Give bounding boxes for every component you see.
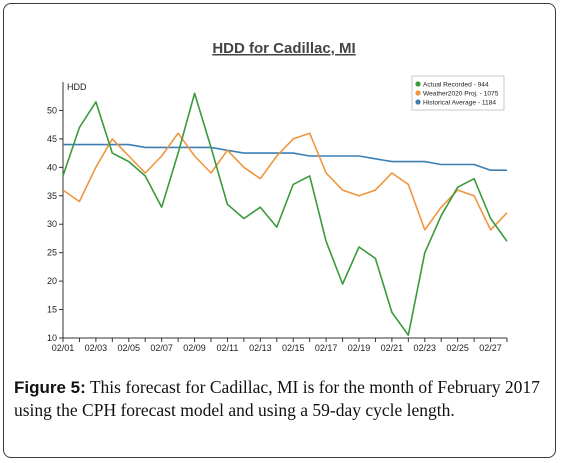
x-tick-label: 02/21: [381, 343, 404, 353]
y-tick-label: 35: [47, 191, 57, 201]
chart-series: [62, 92, 508, 337]
x-tick-label: 02/01: [52, 343, 75, 353]
legend-label: Weather2020 Proj. - 1075: [423, 91, 499, 98]
x-tick-label: 02/23: [414, 343, 437, 353]
y-tick-label: 30: [47, 219, 57, 229]
x-tick-label: 02/25: [446, 343, 469, 353]
legend-label: Actual Recorded - 944: [423, 82, 489, 89]
x-tick-label: 02/27: [479, 343, 502, 353]
legend-box: [411, 75, 505, 111]
legend-marker: [415, 90, 421, 96]
legend-marker: [415, 99, 421, 105]
x-tick-label: 02/11: [217, 343, 239, 353]
legend-marker: [415, 81, 421, 87]
x-tick-label: 02/13: [249, 343, 272, 353]
chart-title: HDD for Cadillac, MI: [212, 40, 355, 57]
figure-caption: Figure 5: This forecast for Cadillac, MI…: [14, 376, 549, 422]
x-tick-label: 02/09: [183, 343, 206, 353]
hdd-line-chart: HDD for Cadillac, MI 10 15 20 25 30 35 40 45 50 H…: [47, 40, 508, 353]
caption-text: This forecast for Cadillac, MI is for th…: [14, 377, 540, 420]
y-tick-label: 45: [47, 134, 57, 144]
y-tick-label: 25: [47, 248, 57, 258]
series-line-2: [63, 143, 507, 171]
x-tick-label: 02/03: [85, 343, 108, 353]
y-tick-label: 10: [47, 333, 57, 343]
x-tick-label: 02/05: [118, 343, 141, 353]
y-tick-label: 20: [47, 276, 57, 286]
y-tick-label: 15: [47, 305, 57, 315]
caption-lead: Figure 5:: [14, 378, 86, 397]
x-tick-label: 02/15: [282, 343, 305, 353]
chart-legend: Actual Recorded - 944 Weather2020 Proj. -…: [411, 75, 505, 111]
x-tick-label: 02/19: [348, 343, 371, 353]
y-tick-label: 50: [47, 105, 57, 115]
legend-label: Historical Average - 1184: [423, 100, 496, 107]
y-axis-label: HDD: [67, 82, 87, 92]
x-tick-label: 02/17: [315, 343, 338, 353]
y-tick-label: 40: [47, 162, 57, 172]
chart-axes: 10 15 20 25 30 35 40 45 50 HDD 02/01 02/03 02/05 02/0…: [47, 82, 508, 353]
series-line-0: [62, 92, 508, 337]
x-tick-label: 02/07: [150, 343, 173, 353]
series-line-1: [62, 132, 508, 231]
